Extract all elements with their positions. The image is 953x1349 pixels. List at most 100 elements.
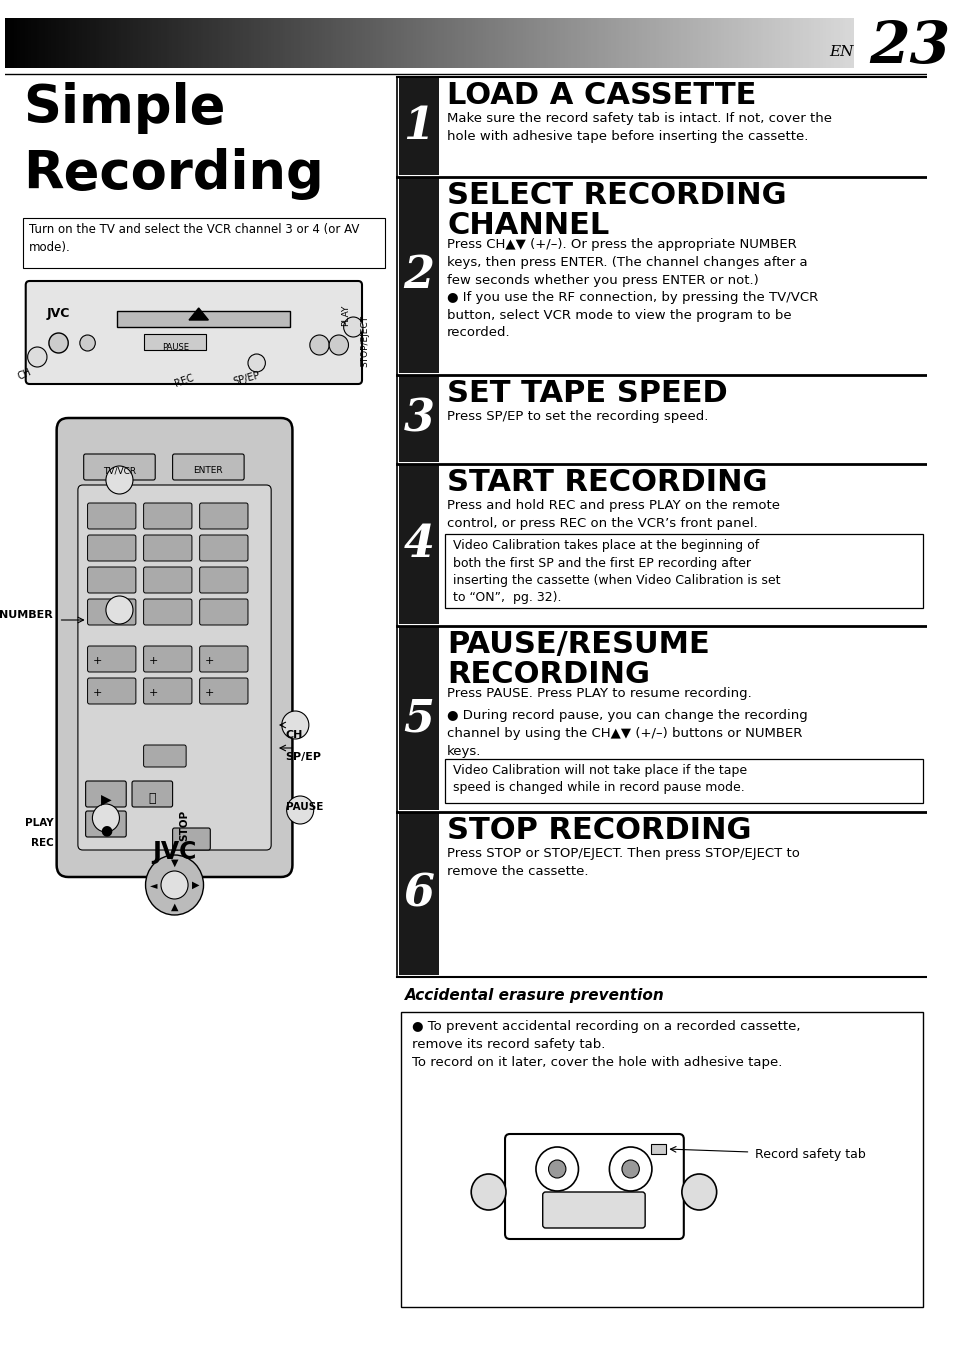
Text: ● If you use the RF connection, by pressing the TV/VCR
button, select VCR mode t: ● If you use the RF connection, by press…: [447, 290, 818, 340]
Bar: [639, 18, 641, 67]
Bar: [618, 18, 621, 67]
Bar: [158, 18, 161, 67]
Bar: [279, 18, 282, 67]
Text: Recording: Recording: [23, 148, 323, 200]
Bar: [124, 18, 127, 67]
Bar: [79, 18, 82, 67]
Text: Make sure the record safety tab is intact. If not, cover the
hole with adhesive : Make sure the record safety tab is intac…: [447, 112, 831, 143]
Circle shape: [92, 804, 119, 832]
Bar: [745, 18, 748, 67]
Bar: [782, 18, 785, 67]
Bar: [71, 18, 73, 67]
Bar: [469, 18, 472, 67]
Bar: [720, 18, 723, 67]
FancyBboxPatch shape: [172, 455, 244, 480]
Bar: [9, 18, 11, 67]
Bar: [344, 18, 347, 67]
Bar: [6, 18, 9, 67]
Bar: [449, 18, 452, 67]
Bar: [698, 18, 700, 67]
Bar: [144, 18, 147, 67]
Bar: [186, 18, 189, 67]
Text: SET TAPE SPEED: SET TAPE SPEED: [447, 379, 727, 407]
Bar: [350, 18, 353, 67]
Bar: [791, 18, 794, 67]
Bar: [197, 18, 200, 67]
Bar: [308, 18, 311, 67]
Bar: [630, 18, 633, 67]
Circle shape: [161, 871, 188, 898]
Circle shape: [286, 796, 314, 824]
Circle shape: [609, 1147, 651, 1191]
FancyBboxPatch shape: [88, 567, 135, 594]
Bar: [519, 18, 522, 67]
Bar: [398, 18, 401, 67]
Bar: [393, 18, 395, 67]
Text: LOAD A CASSETTE: LOAD A CASSETTE: [447, 81, 756, 111]
Bar: [322, 18, 325, 67]
Polygon shape: [189, 308, 208, 320]
Text: Turn on the TV and select the VCR channel 3 or 4 (or AV
mode).: Turn on the TV and select the VCR channe…: [29, 223, 358, 254]
Bar: [735, 18, 738, 67]
Bar: [212, 18, 214, 67]
Bar: [531, 18, 534, 67]
FancyBboxPatch shape: [132, 781, 172, 807]
Bar: [732, 18, 735, 67]
Bar: [62, 18, 65, 67]
Bar: [653, 18, 656, 67]
Circle shape: [28, 347, 47, 367]
FancyBboxPatch shape: [542, 1193, 644, 1228]
Bar: [361, 18, 364, 67]
Bar: [497, 18, 499, 67]
Text: Press PAUSE. Press PLAY to resume recording.: Press PAUSE. Press PLAY to resume record…: [447, 687, 751, 700]
Bar: [486, 18, 489, 67]
FancyBboxPatch shape: [144, 679, 192, 704]
Bar: [616, 18, 618, 67]
Bar: [819, 18, 821, 67]
Bar: [400, 1012, 923, 1307]
Bar: [477, 18, 480, 67]
Bar: [398, 376, 439, 461]
Text: CH: CH: [16, 367, 33, 382]
FancyBboxPatch shape: [504, 1135, 683, 1238]
Bar: [808, 18, 811, 67]
Text: Accidental erasure prevention: Accidental erasure prevention: [404, 987, 663, 1004]
Bar: [559, 18, 562, 67]
Bar: [821, 18, 824, 67]
Text: 23: 23: [868, 19, 949, 76]
Text: Record safety tab: Record safety tab: [755, 1148, 865, 1161]
Bar: [11, 18, 14, 67]
Bar: [483, 18, 486, 67]
Bar: [452, 18, 455, 67]
Bar: [604, 18, 607, 67]
Text: START RECORDING: START RECORDING: [447, 468, 767, 496]
Bar: [607, 18, 610, 67]
Bar: [827, 18, 830, 67]
Bar: [539, 18, 542, 67]
Bar: [135, 18, 138, 67]
Bar: [319, 18, 322, 67]
FancyBboxPatch shape: [144, 567, 192, 594]
Bar: [206, 18, 209, 67]
Bar: [367, 18, 370, 67]
Bar: [336, 18, 339, 67]
Bar: [232, 18, 234, 67]
Bar: [22, 18, 25, 67]
Bar: [841, 18, 844, 67]
Bar: [282, 18, 285, 67]
FancyBboxPatch shape: [56, 418, 293, 877]
Bar: [104, 18, 107, 67]
Bar: [59, 18, 62, 67]
Bar: [534, 18, 537, 67]
Circle shape: [248, 353, 265, 372]
Bar: [551, 18, 554, 67]
FancyBboxPatch shape: [88, 503, 135, 529]
Bar: [167, 18, 170, 67]
Bar: [466, 18, 469, 67]
Bar: [669, 18, 672, 67]
Bar: [410, 18, 413, 67]
Text: PAUSE/RESUME
RECORDING: PAUSE/RESUME RECORDING: [447, 630, 709, 689]
Text: STOP: STOP: [179, 809, 189, 842]
Text: JVC: JVC: [152, 840, 196, 863]
Bar: [36, 18, 39, 67]
